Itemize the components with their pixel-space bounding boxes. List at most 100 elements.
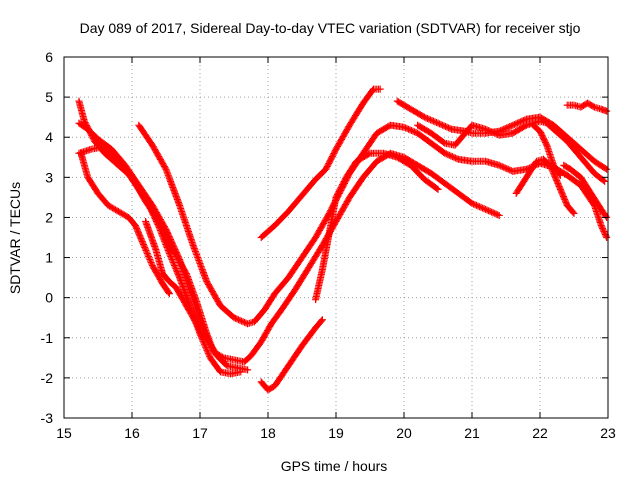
data-point xyxy=(230,314,238,322)
data-point xyxy=(204,348,212,356)
data-point xyxy=(509,121,517,129)
y-tick-label: 1 xyxy=(45,250,53,266)
data-point xyxy=(482,125,490,133)
data-point xyxy=(431,118,439,126)
y-tick-label: -1 xyxy=(41,330,54,346)
data-point xyxy=(448,153,456,161)
data-point xyxy=(409,127,417,135)
data-point xyxy=(519,117,527,125)
data-point xyxy=(599,176,607,184)
series-arc-9 xyxy=(312,149,442,304)
data-point xyxy=(155,222,163,230)
data-point xyxy=(488,128,496,136)
data-point xyxy=(174,269,182,277)
data-point xyxy=(148,209,156,217)
data-point xyxy=(603,107,611,115)
data-point xyxy=(470,200,478,208)
data-point xyxy=(171,263,179,271)
data-point xyxy=(515,119,523,127)
data-point xyxy=(428,117,436,125)
data-point xyxy=(175,272,183,280)
x-tick-label: 19 xyxy=(328,425,344,441)
data-point xyxy=(429,117,437,125)
data-point xyxy=(169,257,177,265)
series-arc-8 xyxy=(257,85,384,241)
data-point xyxy=(203,346,211,354)
data-point xyxy=(434,185,442,193)
data-point xyxy=(601,229,609,237)
data-point xyxy=(400,123,408,131)
data-point xyxy=(241,318,249,326)
data-point xyxy=(482,205,490,213)
x-tick-label: 18 xyxy=(260,425,276,441)
data-point xyxy=(556,171,564,179)
data-point xyxy=(569,208,577,216)
data-point xyxy=(147,206,155,214)
data-point xyxy=(480,205,488,213)
data-point xyxy=(199,332,207,340)
data-point xyxy=(168,256,176,264)
data-point xyxy=(432,119,440,127)
data-point xyxy=(175,254,183,262)
data-point xyxy=(503,124,511,132)
data-point xyxy=(154,221,162,229)
data-point xyxy=(402,124,410,132)
data-point xyxy=(233,315,241,323)
data-point xyxy=(450,153,458,161)
data-point xyxy=(317,317,325,325)
data-point xyxy=(153,219,161,227)
data-point xyxy=(440,122,448,130)
data-point xyxy=(489,129,497,137)
y-tick-label: -3 xyxy=(41,410,54,426)
data-point xyxy=(434,119,442,127)
x-tick-label: 22 xyxy=(532,425,548,441)
data-point xyxy=(138,238,146,246)
data-point xyxy=(406,126,414,134)
data-point xyxy=(149,210,157,218)
data-point xyxy=(146,256,154,264)
data-point xyxy=(142,247,150,255)
data-point xyxy=(423,115,431,123)
data-point xyxy=(148,207,156,215)
data-series xyxy=(75,85,611,394)
data-point xyxy=(473,201,481,209)
y-tick-label: 6 xyxy=(45,49,53,65)
data-point xyxy=(471,201,479,209)
data-point xyxy=(440,138,448,146)
y-tick-label: 3 xyxy=(45,169,53,185)
data-point xyxy=(141,245,149,253)
data-point xyxy=(437,121,445,129)
data-point xyxy=(165,250,173,258)
data-point xyxy=(170,260,178,268)
data-point xyxy=(403,125,411,133)
data-point xyxy=(433,184,441,192)
data-point xyxy=(503,165,511,173)
data-point xyxy=(498,163,506,171)
data-point xyxy=(439,121,447,129)
data-point xyxy=(422,114,430,122)
y-tick-label: 2 xyxy=(45,209,53,225)
data-point xyxy=(468,199,476,207)
data-point xyxy=(146,257,154,265)
data-point xyxy=(451,154,459,162)
data-point xyxy=(501,164,509,172)
data-point xyxy=(507,122,515,130)
series-arc-6 xyxy=(142,217,207,342)
data-point xyxy=(152,216,160,224)
data-point xyxy=(476,203,484,211)
data-point xyxy=(205,351,213,359)
x-tick-label: 15 xyxy=(56,425,72,441)
data-point xyxy=(172,265,180,273)
data-point xyxy=(603,234,611,241)
data-point xyxy=(516,118,524,126)
data-point xyxy=(477,203,485,211)
data-point xyxy=(232,314,240,322)
data-point xyxy=(167,254,175,262)
data-point xyxy=(597,221,605,229)
series-arc-2 xyxy=(75,119,252,374)
data-point xyxy=(442,123,450,131)
data-point xyxy=(447,152,455,160)
data-point xyxy=(444,151,452,159)
data-point xyxy=(492,130,500,138)
